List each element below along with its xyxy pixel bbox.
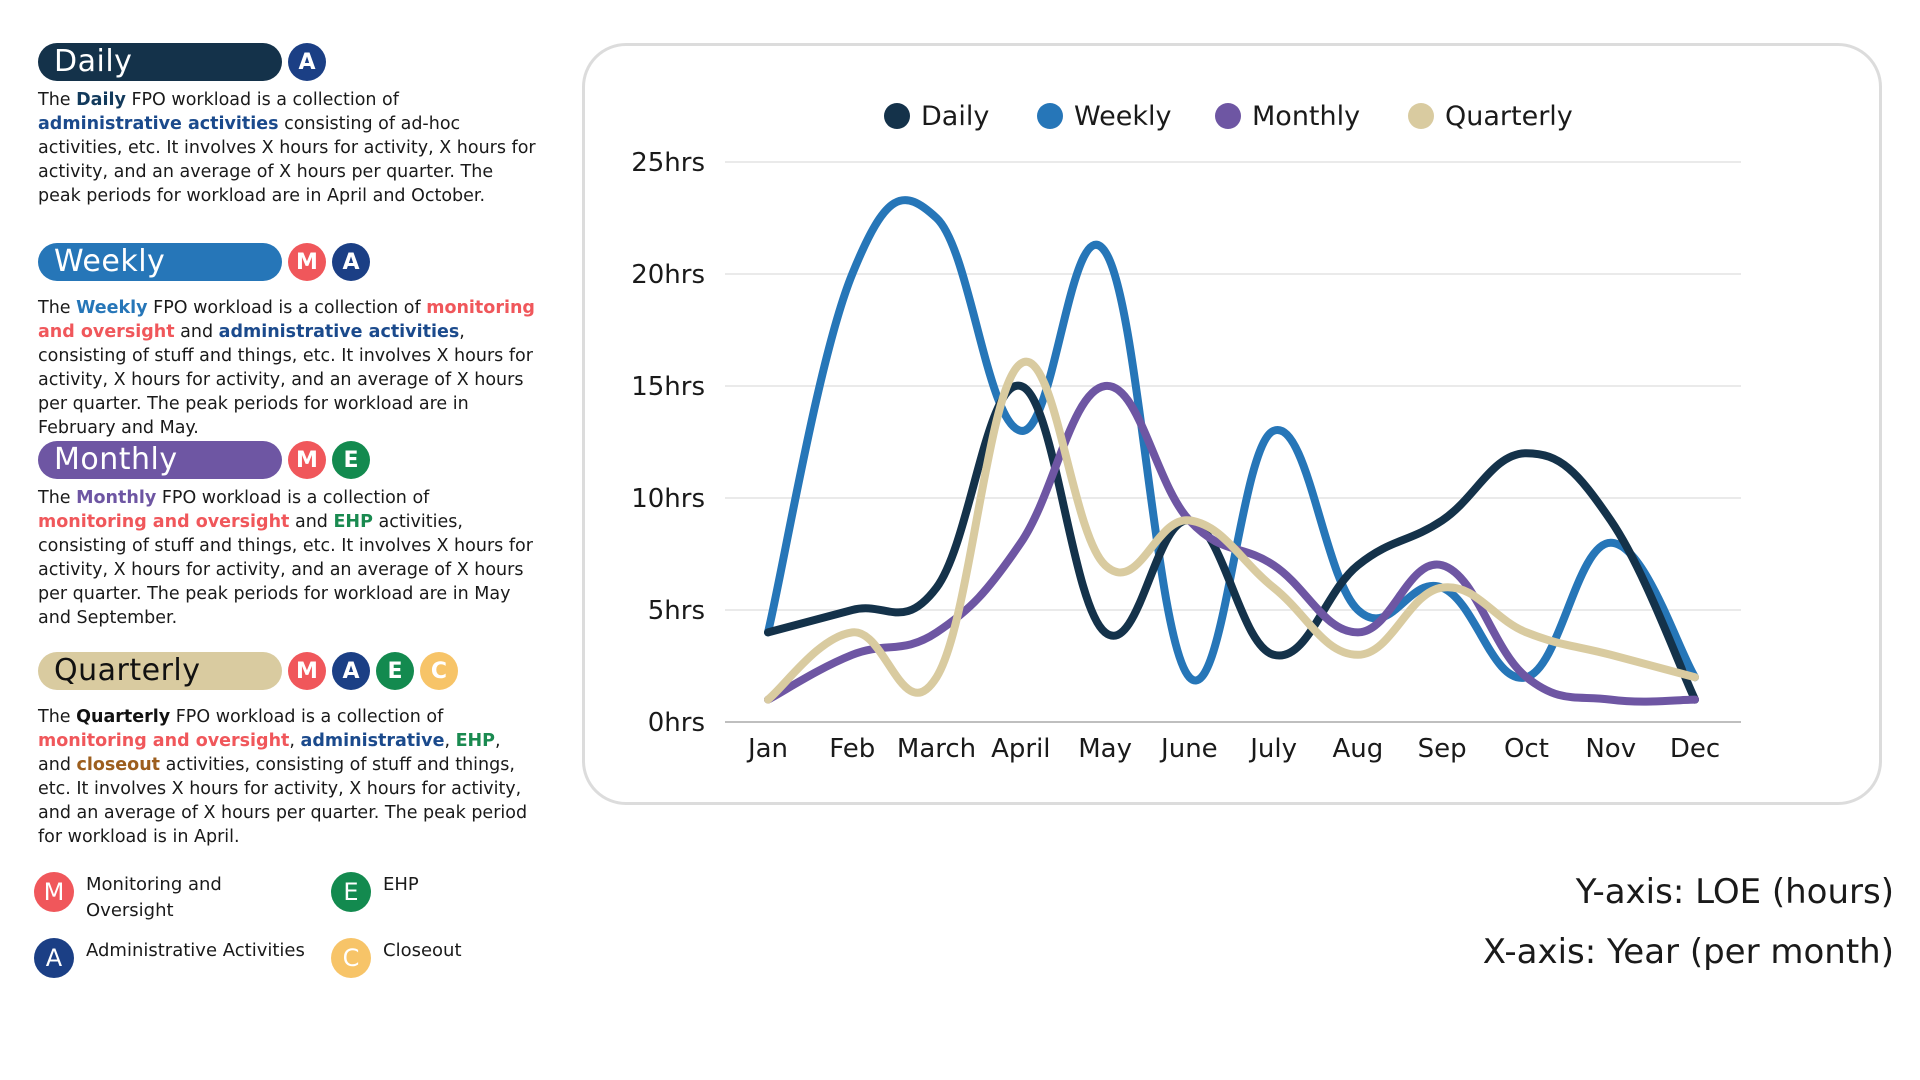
key-closeout-label: Closeout [383, 940, 462, 961]
x-tick-label: April [991, 734, 1050, 764]
key-ehp: E EHP [331, 872, 419, 912]
series-line-monthly [764, 382, 1699, 706]
key-administrative-label: Administrative Activities [86, 940, 305, 961]
y-tick-label: 20hrs [631, 260, 705, 290]
y-tick-label: 0hrs [648, 708, 705, 738]
section-description: The Daily FPO workload is a collection o… [38, 90, 536, 206]
x-tick-label: June [1159, 734, 1218, 764]
y-tick-label: 5hrs [648, 596, 705, 626]
section-header: Quarterly M A E C [38, 651, 538, 691]
legend-marker-monthly [1215, 103, 1241, 129]
legend-marker-daily [884, 103, 910, 129]
key-ehp-label: EHP [383, 874, 419, 895]
key-closeout: C Closeout [331, 938, 462, 978]
series-line-quarterly [764, 357, 1699, 704]
badge-e-icon: E [376, 652, 414, 690]
y-tick-label: 15hrs [631, 372, 705, 402]
x-tick-label: Oct [1504, 734, 1549, 764]
section-title: Quarterly [38, 652, 282, 690]
section-description: The Quarterly FPO workload is a collecti… [38, 707, 528, 847]
badge-m-icon: M [288, 652, 326, 690]
closeout-badge-icon: C [331, 938, 371, 978]
section-header: Daily A [38, 42, 538, 82]
badge-c-icon: C [420, 652, 458, 690]
x-tick-label: Feb [829, 734, 875, 764]
badge-a-icon: A [332, 243, 370, 281]
badge-m-icon: M [288, 243, 326, 281]
section-title: Weekly [38, 243, 282, 281]
section-header: Weekly M A [38, 242, 538, 282]
x-tick-label: Aug [1333, 734, 1384, 764]
legend-marker-quarterly [1408, 103, 1434, 129]
x-axis-note: X-axis: Year (per month) [1482, 932, 1894, 972]
x-tick-label: Sep [1418, 734, 1467, 764]
section-description: The Monthly FPO workload is a collection… [38, 488, 533, 628]
key-monitoring: M Monitoring and Oversight [34, 872, 256, 924]
x-tick-label: March [897, 734, 976, 764]
y-tick-label: 25hrs [631, 148, 705, 178]
key-monitoring-label: Monitoring and Oversight [86, 874, 222, 921]
x-tick-label: May [1078, 734, 1132, 764]
monitoring-badge-icon: M [34, 872, 74, 912]
administrative-badge-icon: A [34, 938, 74, 978]
badge-a-icon: A [288, 43, 326, 81]
section-title: Monthly [38, 441, 282, 479]
section-title: Daily [38, 43, 282, 81]
legend-label-monthly: Monthly [1252, 101, 1360, 132]
x-tick-label: Nov [1585, 734, 1636, 764]
x-tick-label: Dec [1670, 734, 1720, 764]
badge-a-icon: A [332, 652, 370, 690]
section-daily: Daily A The Daily FPO workload is a collec… [38, 42, 538, 208]
badge-e-icon: E [332, 441, 370, 479]
badge-m-icon: M [288, 441, 326, 479]
section-weekly: Weekly M A The Weekly FPO workload is a col… [38, 242, 538, 440]
key-administrative: A Administrative Activities [34, 938, 305, 978]
legend-label-weekly: Weekly [1074, 101, 1171, 132]
legend-label-daily: Daily [921, 101, 989, 132]
x-tick-label: July [1248, 734, 1297, 764]
section-monthly: Monthly M E The Monthly FPO workload is a c… [38, 440, 538, 630]
section-header: Monthly M E [38, 440, 538, 480]
ehp-badge-icon: E [331, 872, 371, 912]
y-axis-note: Y-axis: LOE (hours) [1575, 872, 1894, 912]
legend-marker-weekly [1037, 103, 1063, 129]
x-tick-label: Jan [746, 734, 788, 764]
legend-label-quarterly: Quarterly [1445, 101, 1573, 132]
section-quarterly: Quarterly M A E C The Quarterly FPO workload … [38, 651, 538, 849]
chart-card: 0hrs 5hrs 10hrs 15hrs 20hrs 25hrs Jan Feb March A… [582, 43, 1882, 805]
line-chart: 0hrs 5hrs 10hrs 15hrs 20hrs 25hrs Jan Feb March A… [631, 101, 1741, 764]
y-tick-label: 10hrs [631, 484, 705, 514]
section-description: The Weekly FPO workload is a collection … [38, 298, 535, 438]
